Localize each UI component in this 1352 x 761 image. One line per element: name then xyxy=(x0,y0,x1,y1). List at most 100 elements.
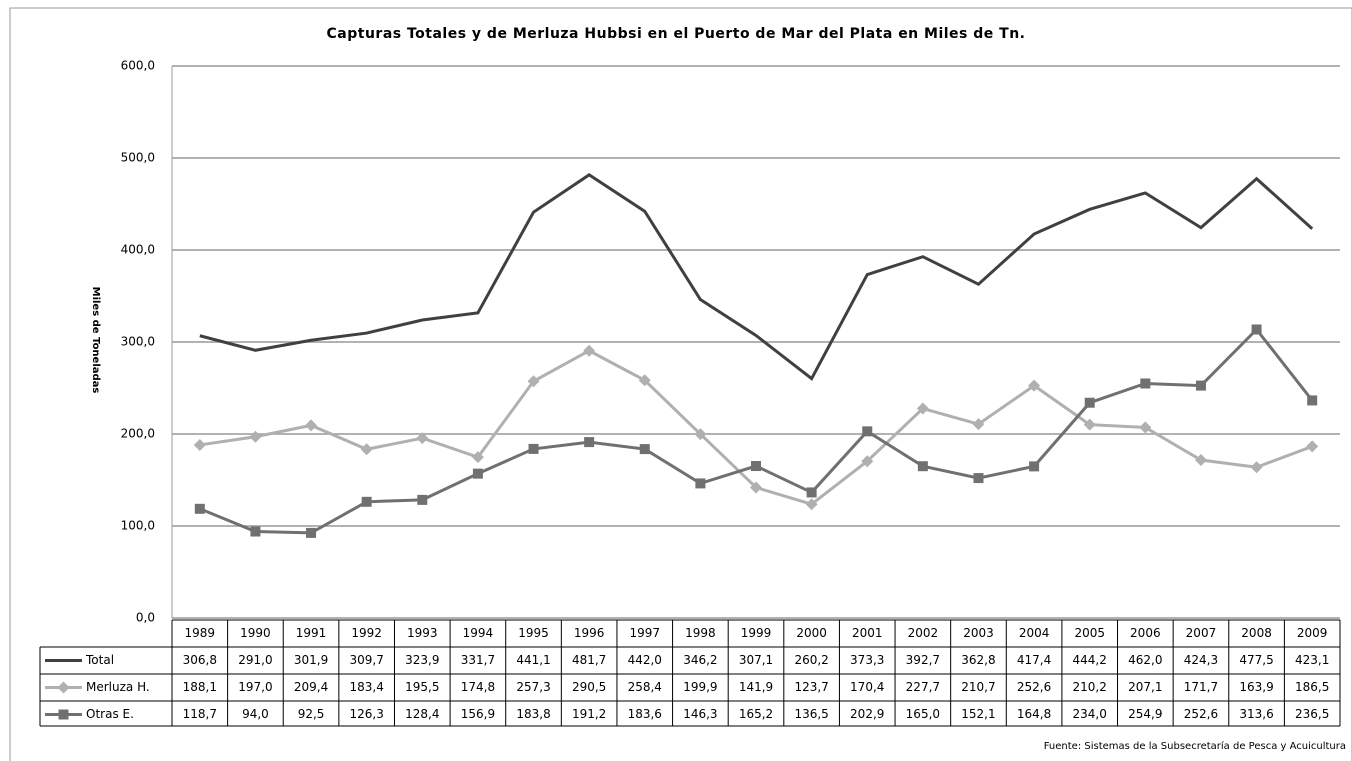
y-tick-label: 100,0 xyxy=(121,519,155,533)
marker xyxy=(1029,461,1040,472)
table-value: 202,9 xyxy=(850,707,884,721)
table-value: 171,7 xyxy=(1184,680,1218,694)
marker xyxy=(1195,380,1206,391)
legend-label: Total xyxy=(85,653,114,667)
x-tick-label: 1996 xyxy=(574,626,605,640)
marker xyxy=(694,428,707,441)
table-value: 462,0 xyxy=(1128,653,1162,667)
table-value: 234,0 xyxy=(1073,707,1107,721)
marker xyxy=(917,461,928,472)
x-tick-label: 2003 xyxy=(963,626,994,640)
marker xyxy=(527,375,540,388)
table-value: 260,2 xyxy=(794,653,828,667)
table-value: 254,9 xyxy=(1128,707,1162,721)
table-value: 152,1 xyxy=(961,707,995,721)
marker xyxy=(973,473,984,484)
table-value: 164,8 xyxy=(1017,707,1051,721)
table-value: 118,7 xyxy=(183,707,217,721)
y-tick-label: 300,0 xyxy=(121,335,155,349)
marker xyxy=(193,438,206,451)
x-tick-label: 1994 xyxy=(463,626,494,640)
marker xyxy=(695,478,706,489)
table-value: 141,9 xyxy=(739,680,773,694)
x-tick-label: 2008 xyxy=(1241,626,1272,640)
x-tick-label: 2007 xyxy=(1186,626,1217,640)
table-value: 123,7 xyxy=(794,680,828,694)
table-value: 183,6 xyxy=(628,707,662,721)
y-axis-label: Miles de Toneladas xyxy=(90,287,101,394)
x-tick-label: 1991 xyxy=(296,626,327,640)
table-value: 481,7 xyxy=(572,653,606,667)
table-value: 291,0 xyxy=(238,653,272,667)
table-value: 346,2 xyxy=(683,653,717,667)
marker xyxy=(1083,418,1096,431)
table-value: 323,9 xyxy=(405,653,439,667)
chart-frame xyxy=(9,7,1352,761)
table-value: 441,1 xyxy=(516,653,550,667)
y-tick-label: 0,0 xyxy=(136,611,155,625)
series-line xyxy=(199,173,1314,381)
table-value: 313,6 xyxy=(1239,707,1273,721)
marker xyxy=(472,468,483,479)
table-value: 174,8 xyxy=(461,680,495,694)
table-value: 136,5 xyxy=(794,707,828,721)
table-value: 424,3 xyxy=(1184,653,1218,667)
table-value: 210,7 xyxy=(961,680,995,694)
table-value: 252,6 xyxy=(1184,707,1218,721)
x-tick-label: 2001 xyxy=(852,626,883,640)
marker xyxy=(638,374,651,387)
table-value: 362,8 xyxy=(961,653,995,667)
marker xyxy=(305,419,318,432)
table-value: 199,9 xyxy=(683,680,717,694)
table-value: 209,4 xyxy=(294,680,328,694)
table-value: 92,5 xyxy=(298,707,325,721)
marker xyxy=(861,455,874,468)
legend-marker xyxy=(57,681,70,694)
table-value: 331,7 xyxy=(461,653,495,667)
marker xyxy=(249,430,262,443)
table-value: 186,5 xyxy=(1295,680,1329,694)
marker xyxy=(805,498,818,511)
marker xyxy=(194,503,205,514)
x-tick-label: 1990 xyxy=(240,626,271,640)
table-value: 306,8 xyxy=(183,653,217,667)
table-value: 126,3 xyxy=(349,707,383,721)
marker xyxy=(750,481,762,494)
table-value: 183,8 xyxy=(516,707,550,721)
table-value: 197,0 xyxy=(238,680,272,694)
marker xyxy=(1140,378,1151,389)
legend-label: Otras E. xyxy=(86,707,134,721)
table-value: 165,2 xyxy=(739,707,773,721)
x-tick-label: 1992 xyxy=(351,626,382,640)
marker xyxy=(361,496,372,507)
y-tick-label: 600,0 xyxy=(121,59,155,73)
marker xyxy=(806,487,817,498)
table-value: 183,4 xyxy=(349,680,383,694)
table-value: 156,9 xyxy=(461,707,495,721)
table-value: 258,4 xyxy=(628,680,662,694)
y-tick-label: 400,0 xyxy=(121,243,155,257)
marker xyxy=(1028,379,1041,392)
marker xyxy=(751,461,761,472)
marker xyxy=(1139,421,1152,434)
table-value: 257,3 xyxy=(516,680,550,694)
table-value: 210,2 xyxy=(1073,680,1107,694)
marker xyxy=(916,402,929,415)
table-value: 188,1 xyxy=(183,680,217,694)
marker xyxy=(417,494,428,505)
legend-marker xyxy=(58,709,69,720)
x-tick-label: 2004 xyxy=(1019,626,1050,640)
table-value: 309,7 xyxy=(349,653,383,667)
y-tick-label: 500,0 xyxy=(121,151,155,165)
x-tick-label: 1998 xyxy=(685,626,716,640)
marker xyxy=(1251,324,1262,335)
marker xyxy=(528,443,539,454)
table-value: 301,9 xyxy=(294,653,328,667)
table-value: 444,2 xyxy=(1073,653,1107,667)
marker xyxy=(583,344,596,357)
source-note: Fuente: Sistemas de la Subsecretaría de … xyxy=(1044,740,1346,752)
x-tick-label: 1997 xyxy=(629,626,660,640)
x-tick-label: 2006 xyxy=(1130,626,1161,640)
legend-label: Merluza H. xyxy=(86,680,150,694)
